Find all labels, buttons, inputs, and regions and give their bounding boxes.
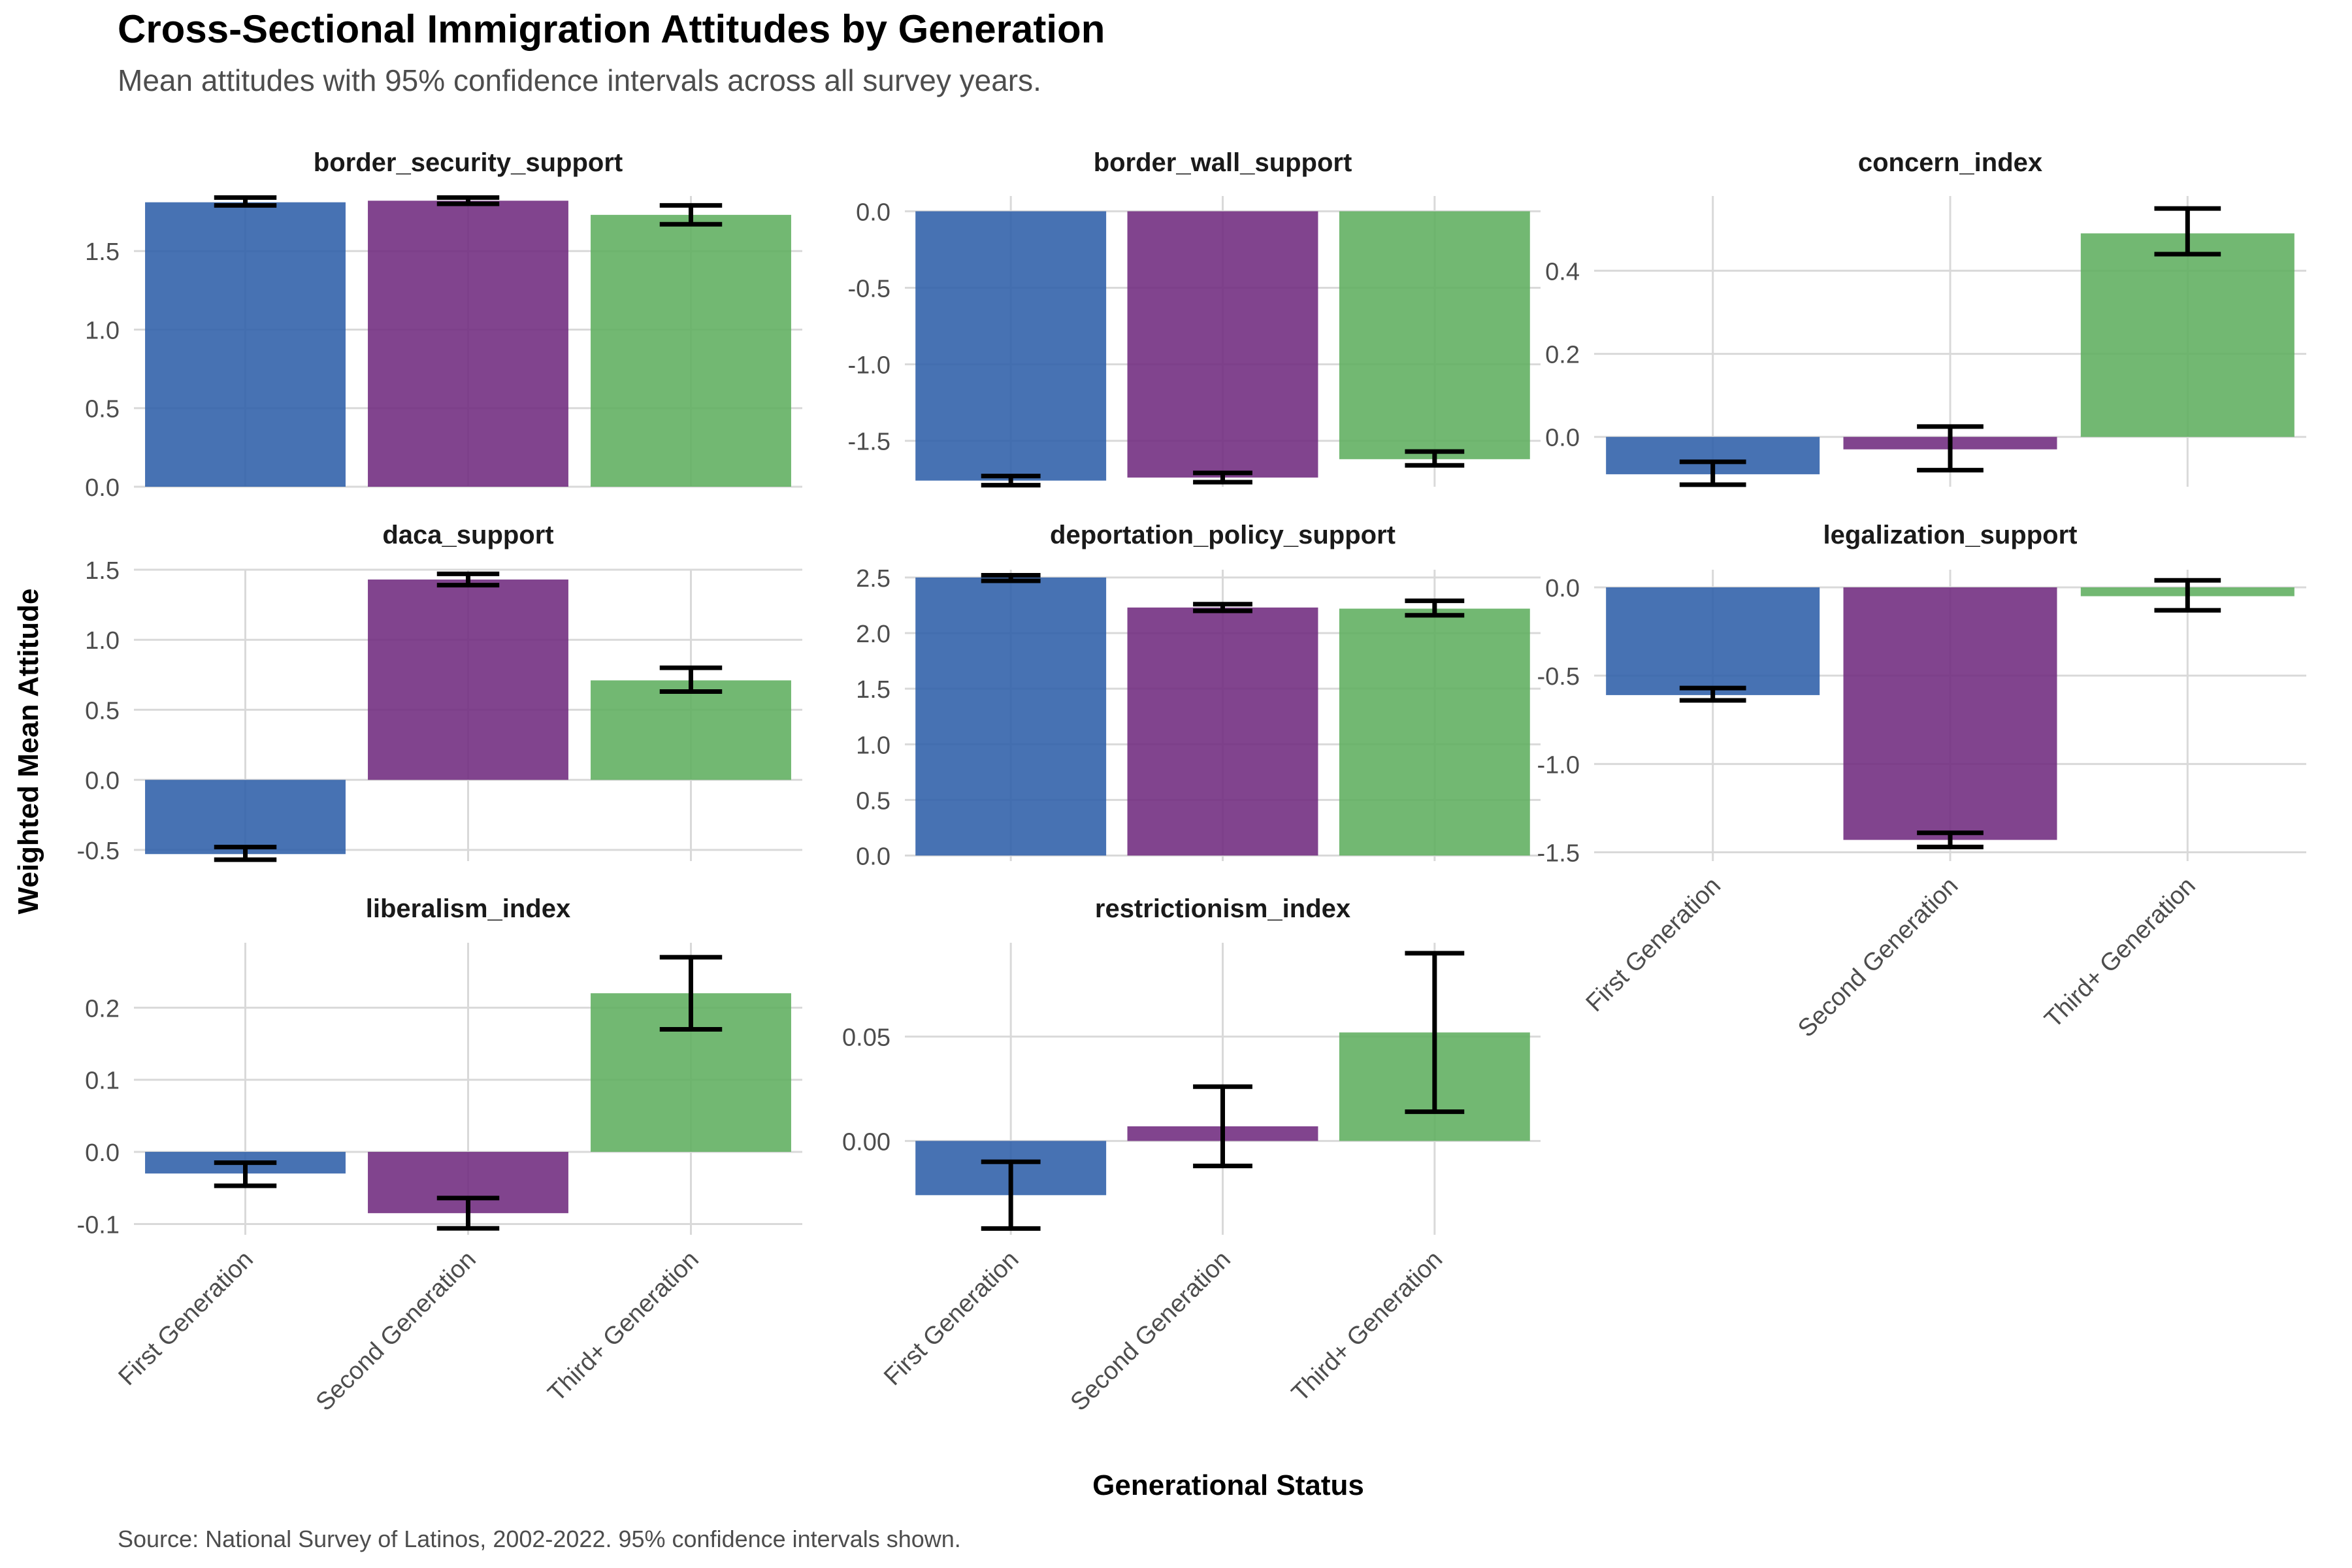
chart-title: Cross-Sectional Immigration Attitudes by…: [118, 7, 1105, 51]
x-tick-label: Third+ Generation: [1286, 1246, 1448, 1407]
chart-subtitle: Mean attitudes with 95% confidence inter…: [118, 63, 1041, 97]
y-tick-label: 0.5: [85, 697, 120, 725]
y-tick-label: 0.4: [1545, 258, 1580, 286]
bar: [1606, 587, 1820, 695]
bar: [368, 580, 568, 780]
bar: [915, 211, 1107, 481]
y-tick-label: 1.0: [85, 317, 120, 344]
panel-title: deportation_policy_support: [1050, 521, 1396, 549]
bar: [368, 201, 568, 487]
y-tick-label: 0.05: [842, 1024, 890, 1052]
panel-title: border_security_support: [314, 148, 623, 177]
bar: [1127, 607, 1318, 856]
bar: [1339, 211, 1530, 459]
bar: [915, 577, 1107, 856]
y-tick-label: 2.5: [856, 565, 890, 593]
x-tick-label: First Generation: [1581, 872, 1726, 1017]
y-tick-label: -0.1: [77, 1211, 120, 1239]
x-tick-label: First Generation: [879, 1246, 1024, 1391]
y-tick-label: 0.1: [85, 1068, 120, 1095]
y-tick-label: 1.5: [85, 557, 120, 585]
panel-title: daca_support: [382, 521, 553, 549]
bar: [1843, 587, 2057, 840]
y-tick-label: -1.5: [848, 429, 890, 456]
y-tick-label: 0.2: [85, 995, 120, 1022]
y-tick-label: -1.0: [1537, 751, 1580, 779]
panel-title: concern_index: [1858, 148, 2042, 177]
y-tick-label: 0.5: [85, 396, 120, 423]
y-tick-label: -0.5: [1537, 663, 1580, 691]
y-tick-label: -1.5: [1537, 840, 1580, 867]
y-tick-label: 0.5: [856, 787, 890, 815]
bar: [1339, 608, 1530, 856]
bar: [1127, 211, 1318, 478]
bar: [591, 214, 791, 487]
panel-title: border_wall_support: [1094, 148, 1352, 177]
x-tick-label: Second Generation: [1793, 872, 1963, 1043]
x-tick-label: Second Generation: [1066, 1246, 1236, 1416]
y-tick-label: -1.0: [848, 352, 890, 380]
y-tick-label: 0.0: [85, 768, 120, 795]
bar: [591, 680, 791, 780]
y-tick-label: 1.0: [856, 732, 890, 759]
y-tick-label: 0.00: [842, 1128, 890, 1156]
y-tick-label: 0.0: [85, 1139, 120, 1167]
x-tick-label: Third+ Generation: [543, 1246, 704, 1407]
x-axis-title: Generational Status: [1092, 1469, 1364, 1501]
y-tick-label: 0.0: [85, 474, 120, 502]
y-tick-label: -0.5: [848, 276, 890, 303]
y-tick-label: 2.0: [856, 621, 890, 648]
bar: [2080, 233, 2295, 437]
panel-title: restrictionism_index: [1095, 894, 1350, 923]
y-axis-title: Weighted Mean Attitude: [12, 589, 44, 915]
y-tick-label: 0.2: [1545, 342, 1580, 369]
y-tick-label: 0.0: [856, 199, 890, 226]
y-tick-label: 1.5: [85, 238, 120, 266]
y-tick-label: 1.0: [85, 627, 120, 655]
y-tick-label: 1.5: [856, 676, 890, 704]
y-tick-label: 0.0: [1545, 425, 1580, 452]
y-tick-label: 0.0: [856, 843, 890, 870]
x-tick-label: First Generation: [114, 1246, 259, 1391]
x-tick-label: Second Generation: [311, 1246, 482, 1416]
panel-title: legalization_support: [1823, 521, 2078, 549]
panel-title: liberalism_index: [366, 894, 570, 923]
chart-caption: Source: National Survey of Latinos, 2002…: [118, 1526, 961, 1552]
y-tick-label: 0.0: [1545, 575, 1580, 602]
y-tick-label: -0.5: [77, 838, 120, 865]
bar: [145, 779, 346, 855]
x-tick-label: Third+ Generation: [2040, 872, 2201, 1034]
bar: [145, 202, 346, 487]
